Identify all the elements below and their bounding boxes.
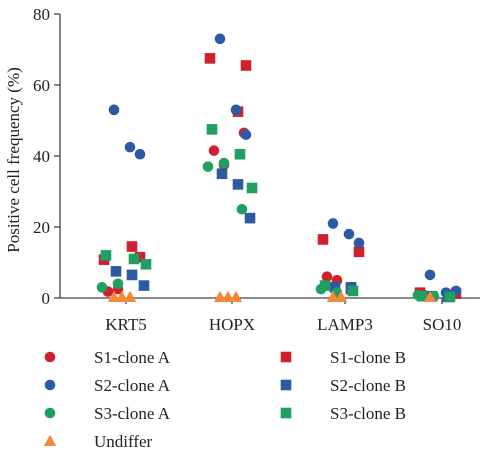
legend-marker: [280, 351, 292, 363]
data-point: [124, 141, 136, 153]
legend-label: S2-clone B: [330, 376, 406, 395]
data-point: [123, 290, 137, 302]
data-point: [236, 203, 248, 215]
data-point: [424, 269, 436, 281]
legend-label: S1-clone A: [94, 348, 171, 367]
data-point: [353, 246, 365, 258]
y-axis-label: Positive cell frequency (%): [4, 67, 23, 253]
data-point: [140, 258, 152, 270]
data-point: [216, 168, 228, 180]
data-point: [347, 285, 359, 297]
data-point: [110, 266, 122, 277]
legend: S1-clone A S1-clone B S2-clone A S2-clone B…: [43, 348, 406, 451]
data-point: [317, 234, 329, 245]
y-tick-label: 20: [33, 218, 50, 237]
legend-marker: [44, 407, 56, 419]
chart-marks: [96, 33, 462, 303]
legend-marker: [44, 351, 56, 363]
data-point: [416, 290, 428, 302]
axes: 0 20 40 60 80 Positive cell frequency (%) KRT5…: [4, 5, 480, 334]
data-point: [423, 290, 437, 302]
data-point: [112, 278, 124, 290]
data-point: [240, 129, 252, 140]
legend-label: S2-clone A: [94, 376, 171, 395]
legend-label: S3-clone B: [330, 404, 406, 423]
data-point: [100, 250, 112, 261]
y-tick-label: 0: [42, 289, 51, 308]
data-point: [218, 157, 230, 169]
data-point: [244, 212, 256, 224]
legend-label: S1-clone B: [330, 348, 406, 367]
data-point: [126, 269, 138, 281]
data-point: [326, 290, 340, 302]
y-tick-label: 40: [33, 147, 50, 166]
legend-marker: [280, 407, 292, 419]
data-point: [234, 148, 246, 160]
data-point: [353, 237, 365, 249]
data-point: [126, 241, 138, 252]
legend-label: Undiffer: [94, 432, 153, 451]
legend-marker: [44, 379, 56, 391]
data-point: [232, 179, 244, 190]
x-tick-label: KRT5: [105, 315, 146, 334]
data-point: [115, 290, 129, 302]
data-point: [214, 33, 226, 45]
data-point: [240, 60, 252, 71]
data-point: [96, 282, 108, 293]
data-point: [208, 145, 220, 156]
data-point: [107, 290, 121, 302]
data-point: [134, 251, 146, 263]
data-point: [202, 161, 214, 172]
data-point: [213, 290, 227, 302]
legend-marker: [43, 434, 57, 446]
data-point: [138, 280, 150, 291]
data-point: [319, 280, 331, 291]
data-point: [343, 228, 355, 240]
data-point: [327, 218, 339, 229]
legend-marker: [280, 379, 292, 391]
data-point: [334, 290, 348, 302]
data-point: [321, 271, 333, 283]
data-point: [230, 104, 242, 116]
x-tick-label: SO10: [423, 315, 462, 334]
data-point: [221, 290, 235, 302]
data-point: [128, 253, 140, 265]
data-point: [444, 291, 456, 303]
data-point: [204, 53, 216, 64]
legend-label: S3-clone A: [94, 404, 171, 423]
data-point: [246, 182, 258, 194]
y-tick-label: 80: [33, 5, 50, 24]
data-point: [229, 290, 243, 302]
data-point: [108, 104, 120, 116]
data-point: [134, 148, 146, 160]
data-point: [329, 282, 341, 293]
x-tick-label: HOPX: [209, 315, 255, 334]
data-point: [206, 124, 218, 135]
y-tick-label: 60: [33, 76, 50, 95]
x-tick-label: LAMP3: [317, 315, 373, 334]
